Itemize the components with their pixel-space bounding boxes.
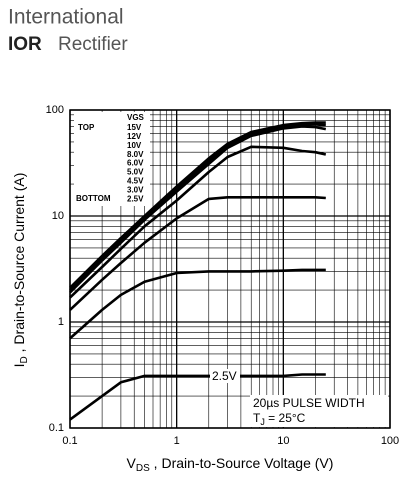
curve [69,125,327,294]
legend-entry: 4.5V [127,177,144,186]
legend-entry: 8.0V [127,150,144,159]
x-title-rest: , Drain-to-Source Voltage (V) [150,455,334,471]
annotation-background [250,395,388,427]
company-name: International [8,6,124,29]
logo: IOR [8,34,42,55]
y-title-sub: D [19,356,30,363]
curve-annotation: 2.5V [212,369,237,383]
y-tick-label: 10 [52,210,64,222]
curve [69,268,326,340]
tj-rest: = 25°C [265,411,306,425]
x-tick-label: 100 [381,435,399,447]
legend-entry: 2.5V [127,194,144,203]
y-tick-label: 1 [58,316,64,328]
y-tick-label: 0.1 [49,422,64,434]
legend-title: VGS [127,113,145,122]
y-tick-label: 100 [46,104,64,116]
y-title-main: I [11,363,27,367]
legend-entry: 15V [127,123,142,132]
legend-entry: 10V [127,141,142,150]
legend-bottom: BOTTOM [76,194,111,203]
curve [69,123,326,292]
x-axis-title: VDS , Drain-to-Source Voltage (V) [127,455,334,474]
legend-entry: 5.0V [127,168,144,177]
brand-name: Rectifier [58,34,128,55]
x-tick-label: 1 [174,435,180,447]
y-axis-title: ID , Drain-to-Source Current (A) [11,173,30,368]
y-title-rest: , Drain-to-Source Current (A) [11,173,27,357]
tj-sub: J [260,417,265,427]
legend-entry: 6.0V [127,159,144,168]
temperature-annotation: TJ = 25°C [253,411,306,427]
plot-border [69,109,391,429]
legend-top: TOP [78,123,95,132]
curve [69,121,326,289]
x-tick-label: 0.1 [62,435,77,447]
x-title-main: V [127,455,137,471]
plot-area: VGS TOP BOTTOM 15V12V10V8.0V6.0V5.0V4.5V3.0… [69,109,391,429]
legend-entry: 3.0V [127,185,144,194]
tj-main: T [253,411,261,425]
pulse-annotation: 20µs PULSE WIDTH [253,396,365,410]
x-title-sub: DS [136,463,150,474]
legend-background [74,112,150,206]
x-tick-label: 10 [277,435,289,447]
curve [69,196,326,311]
curve [69,145,327,299]
legend-entry: 12V [127,132,142,141]
annotation-background [210,369,240,383]
